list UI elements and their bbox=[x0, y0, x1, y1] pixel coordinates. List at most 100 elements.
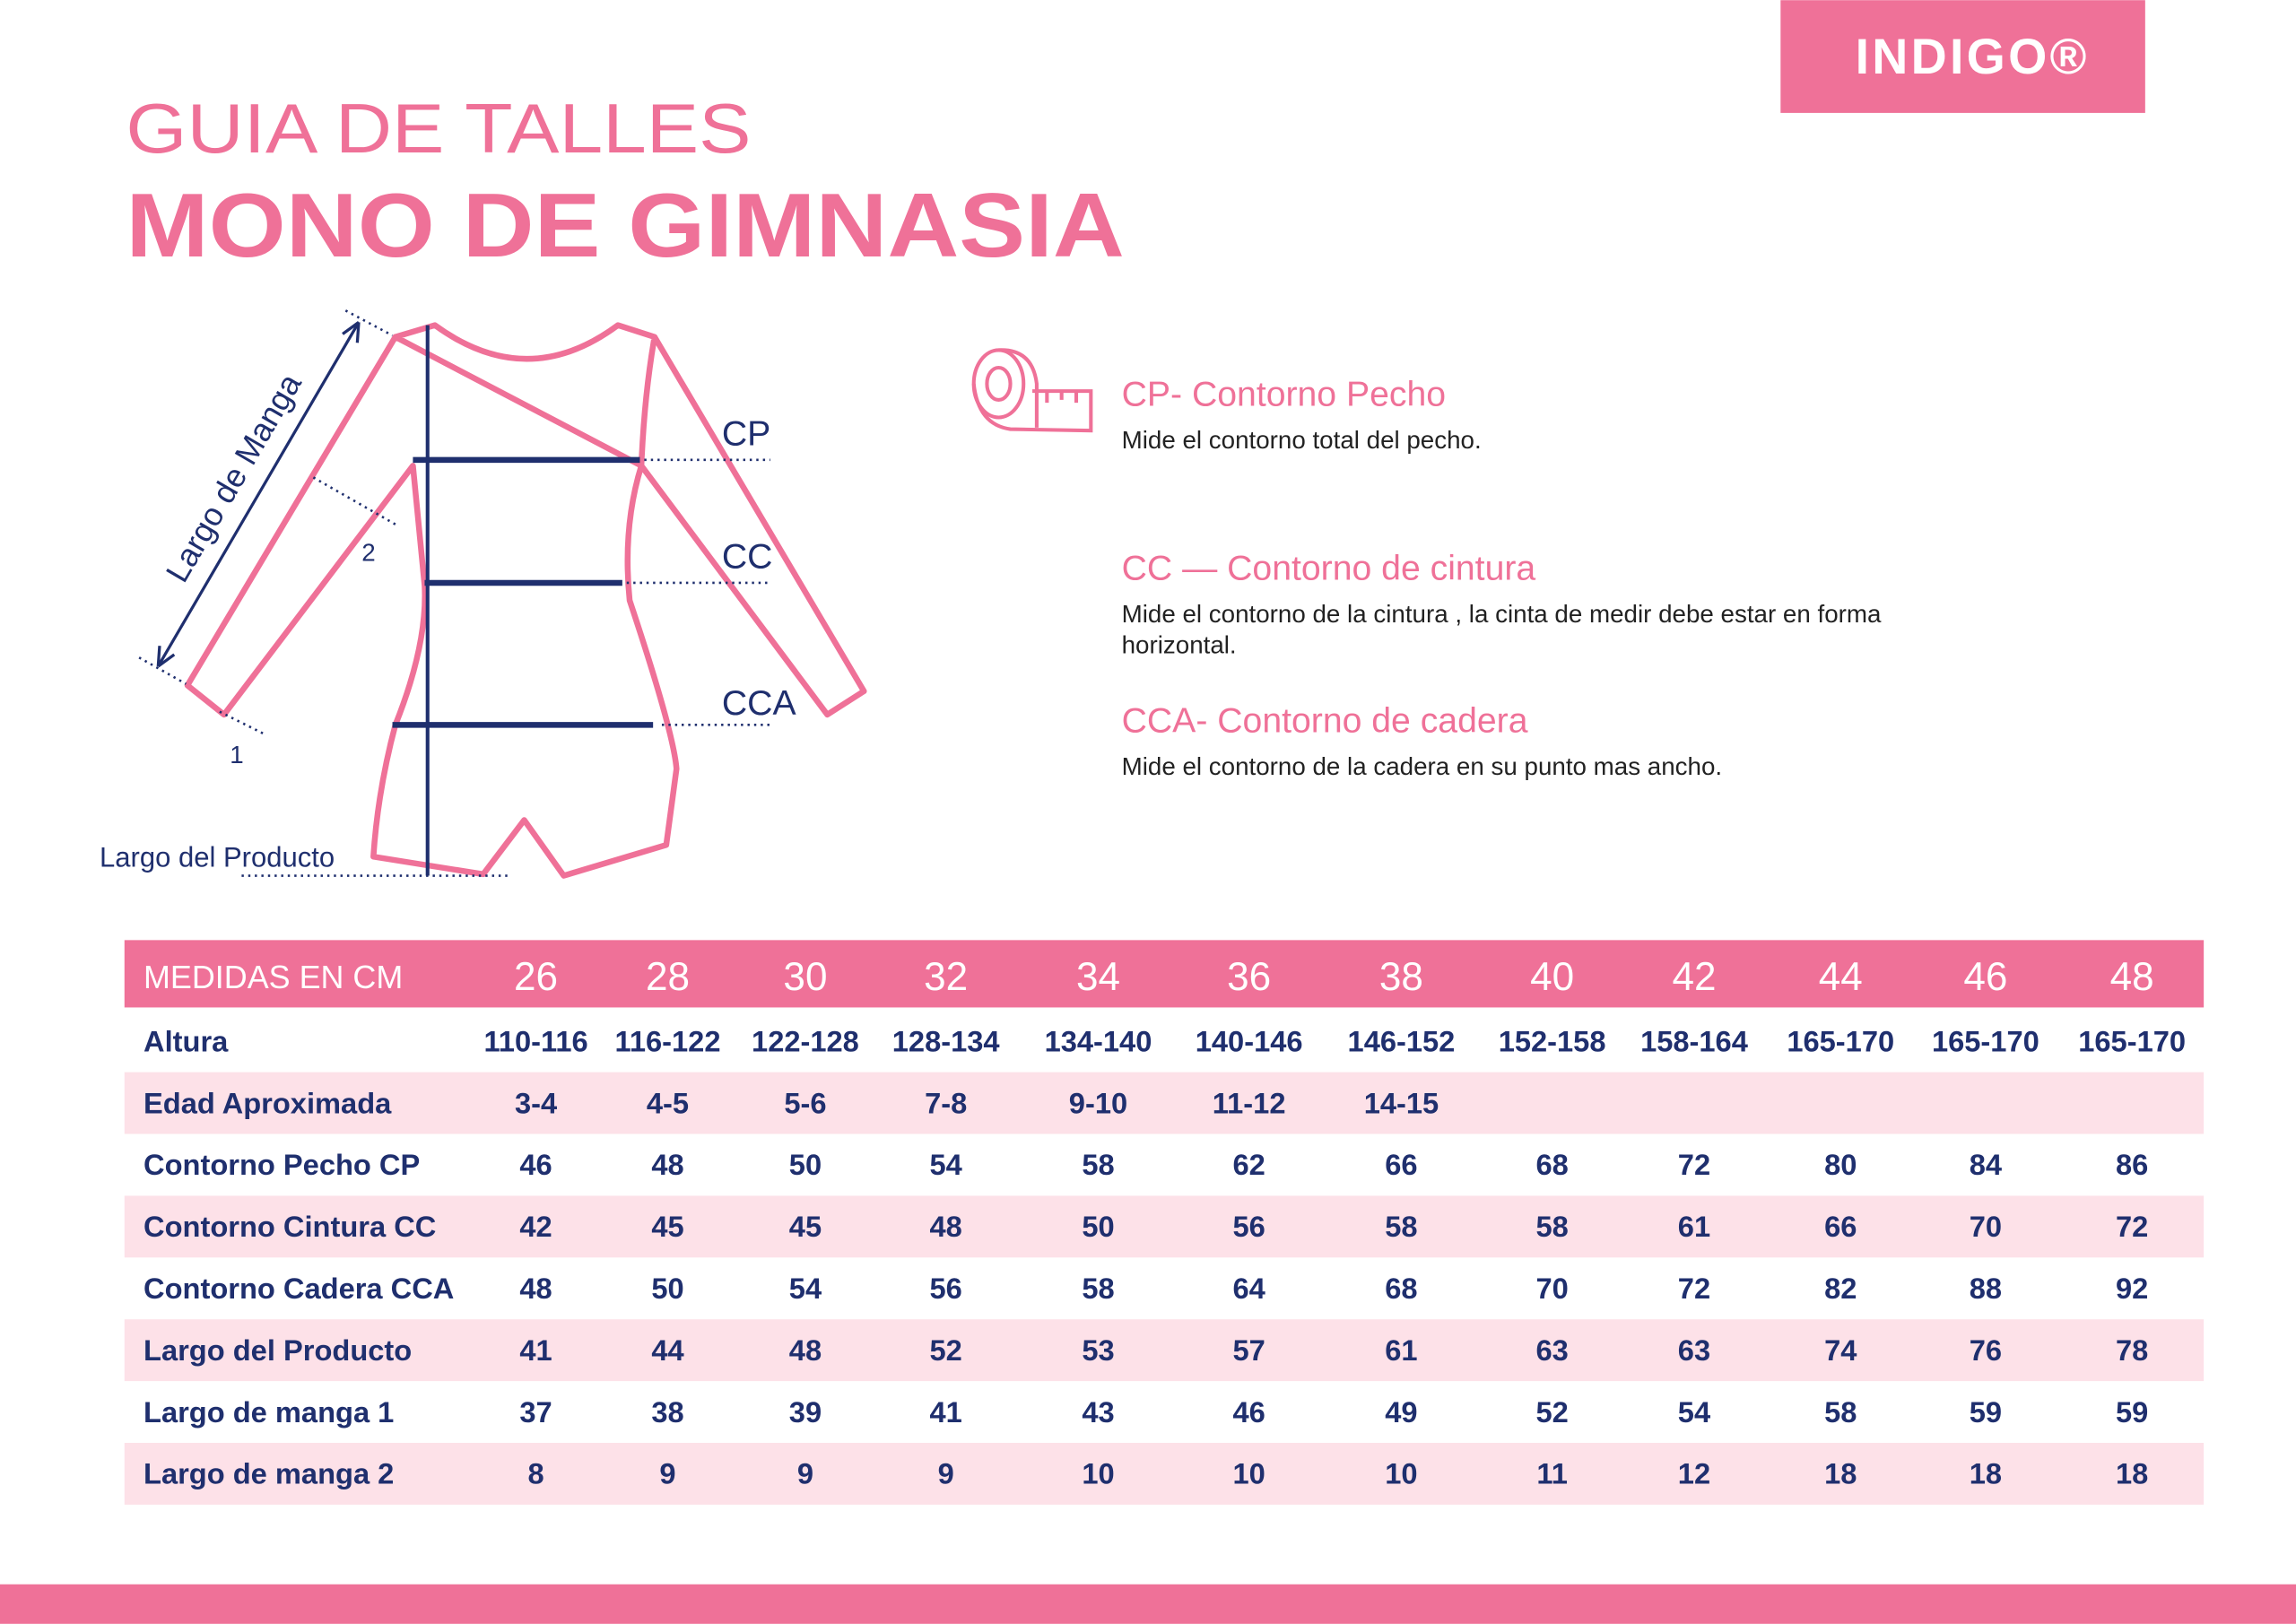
cell: 70 bbox=[1970, 1210, 2002, 1243]
cell: 9 bbox=[797, 1457, 813, 1490]
cell: 122-128 bbox=[752, 1024, 859, 1057]
cell: 58 bbox=[1082, 1272, 1114, 1305]
size-table: MEDIDAS EN CM 26 28 30 32 34 36 38 40 42 44 46 48 Alt… bbox=[124, 940, 2205, 1505]
row-band bbox=[124, 1443, 2205, 1505]
cell: 61 bbox=[1385, 1333, 1417, 1367]
cell: 12 bbox=[1678, 1457, 1710, 1490]
row-label: Largo de manga 2 bbox=[144, 1457, 394, 1490]
cell: 49 bbox=[1385, 1395, 1417, 1429]
cell: 140-146 bbox=[1196, 1024, 1303, 1057]
tape-icon bbox=[971, 348, 1093, 433]
cell: 41 bbox=[519, 1333, 552, 1367]
legend-description: horizontal. bbox=[1122, 630, 1237, 658]
garment-outline bbox=[184, 322, 867, 879]
cell: 70 bbox=[1535, 1272, 1568, 1305]
sleeve-point-2: 2 bbox=[361, 539, 375, 567]
cell: 8 bbox=[527, 1457, 544, 1490]
cell: 66 bbox=[1385, 1148, 1417, 1181]
header-label: MEDIDAS EN CM bbox=[144, 959, 403, 995]
cell: 41 bbox=[930, 1395, 962, 1429]
row-band bbox=[124, 1195, 2205, 1258]
size-header: 46 bbox=[1963, 955, 2007, 999]
legend: CP- Contorno Pecho Mide el contorno total… bbox=[1122, 375, 1882, 779]
row-label: Largo del Producto bbox=[144, 1333, 412, 1367]
cell: 52 bbox=[1535, 1395, 1568, 1429]
sleeve-length-label: Largo de Manga bbox=[159, 367, 309, 588]
cell: 54 bbox=[789, 1272, 822, 1305]
sleeve1-leader bbox=[219, 710, 265, 735]
cell: 66 bbox=[1824, 1210, 1857, 1243]
size-header: 40 bbox=[1530, 955, 1574, 999]
cell: 48 bbox=[651, 1148, 683, 1181]
cell: 50 bbox=[1082, 1210, 1114, 1243]
cell: 58 bbox=[1824, 1395, 1857, 1429]
cell: 152-158 bbox=[1499, 1024, 1606, 1057]
shoulder-leader bbox=[344, 309, 394, 337]
row-label: Contorno Cintura CC bbox=[144, 1210, 436, 1243]
cell: 3-4 bbox=[515, 1086, 557, 1119]
cell: 63 bbox=[1535, 1333, 1568, 1367]
legend-title: CC — Contorno de cintura bbox=[1122, 550, 1536, 588]
cell: 92 bbox=[2116, 1272, 2148, 1305]
cell: 9-10 bbox=[1069, 1086, 1127, 1119]
size-header: 30 bbox=[783, 955, 827, 999]
cell: 165-170 bbox=[1787, 1024, 1894, 1057]
cuff-leader bbox=[138, 656, 187, 685]
cell: 56 bbox=[1232, 1210, 1265, 1243]
cell: 72 bbox=[2116, 1210, 2148, 1243]
cell: 37 bbox=[519, 1395, 552, 1429]
legend-description: Mide el contorno de la cintura , la cint… bbox=[1122, 600, 1882, 628]
cell: 45 bbox=[651, 1210, 683, 1243]
cell: 54 bbox=[1678, 1395, 1710, 1429]
cell: 4-5 bbox=[647, 1086, 689, 1119]
size-header: 48 bbox=[2110, 955, 2154, 999]
cell: 110-116 bbox=[483, 1024, 587, 1057]
cell: 42 bbox=[519, 1210, 552, 1243]
logo: INDIGO® bbox=[1856, 29, 2090, 84]
row-label: Edad Aproximada bbox=[144, 1086, 392, 1119]
cell: 56 bbox=[930, 1272, 962, 1305]
cell: 128-134 bbox=[892, 1024, 1000, 1057]
size-header: 42 bbox=[1672, 955, 1716, 999]
title-line2: MONO DE GIMNASIA bbox=[126, 175, 1124, 276]
cell: 63 bbox=[1678, 1333, 1710, 1367]
cell: 86 bbox=[2116, 1148, 2148, 1181]
cell: 68 bbox=[1535, 1148, 1568, 1181]
size-header: 36 bbox=[1227, 955, 1271, 999]
cell: 18 bbox=[1824, 1457, 1857, 1490]
cell: 165-170 bbox=[1932, 1024, 2039, 1057]
cell: 84 bbox=[1970, 1148, 2002, 1181]
cell: 54 bbox=[930, 1148, 962, 1181]
cell: 14-15 bbox=[1364, 1086, 1439, 1119]
cell: 57 bbox=[1232, 1333, 1265, 1367]
cell: 72 bbox=[1678, 1272, 1710, 1305]
size-header: 34 bbox=[1076, 955, 1120, 999]
cell: 7-8 bbox=[925, 1086, 967, 1119]
size-header: 28 bbox=[646, 955, 690, 999]
legend-title: CP- Contorno Pecho bbox=[1122, 375, 1446, 413]
sleeve-point-1: 1 bbox=[230, 741, 243, 769]
cell: 48 bbox=[789, 1333, 822, 1367]
cell: 78 bbox=[2116, 1333, 2148, 1367]
cell: 74 bbox=[1824, 1333, 1857, 1367]
cell: 9 bbox=[938, 1457, 954, 1490]
cell: 11-12 bbox=[1213, 1086, 1286, 1119]
cell: 10 bbox=[1232, 1457, 1265, 1490]
cell: 116-122 bbox=[614, 1024, 720, 1057]
cell: 88 bbox=[1970, 1272, 2002, 1305]
cell: 80 bbox=[1824, 1148, 1857, 1181]
cell: 46 bbox=[1232, 1395, 1265, 1429]
table-header-bg bbox=[124, 940, 2205, 1008]
size-header: 26 bbox=[514, 955, 558, 999]
cell: 45 bbox=[789, 1210, 822, 1243]
cell: 52 bbox=[930, 1333, 962, 1367]
cell: 165-170 bbox=[2078, 1024, 2186, 1057]
garment-diagram bbox=[138, 309, 867, 879]
size-header: 38 bbox=[1379, 955, 1423, 999]
cca-label: CCA bbox=[722, 684, 797, 723]
cell: 48 bbox=[930, 1210, 962, 1243]
legend-title: CCA- Contorno de cadera bbox=[1122, 702, 1528, 741]
logo-box bbox=[1780, 0, 2145, 113]
title-line1: GUIA DE TALLES bbox=[126, 89, 751, 168]
